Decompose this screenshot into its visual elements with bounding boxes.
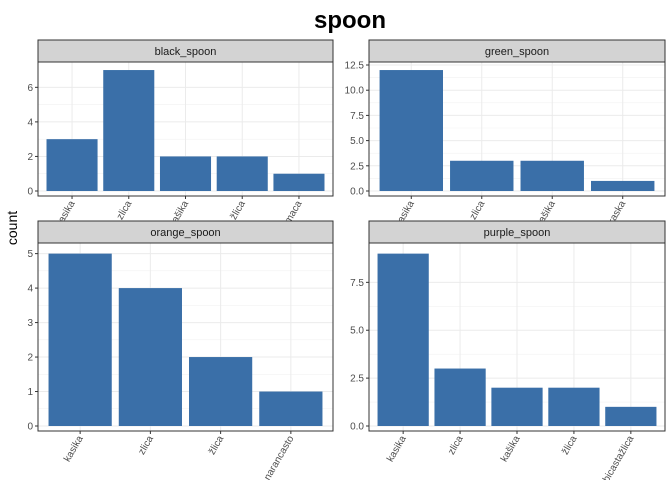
panel-border xyxy=(37,61,334,197)
bar-žlica xyxy=(216,156,268,191)
y-tick-label: 5.0 xyxy=(350,136,364,147)
y-tick-label: 2.5 xyxy=(350,374,364,385)
strip-label: black_spoon xyxy=(155,46,217,58)
y-tick-label: 7.5 xyxy=(350,278,364,289)
strip-label: green_spoon xyxy=(485,46,549,58)
bar-žlica xyxy=(548,387,600,426)
y-tick-label: 6 xyxy=(27,83,33,94)
y-tick-label: 2 xyxy=(27,353,33,364)
y-tick-label: 1 xyxy=(27,387,33,398)
x-tick-label: ljubicastažlica xyxy=(596,434,637,480)
y-tick-label: 0 xyxy=(27,422,33,433)
y-tick-label: 5 xyxy=(27,249,33,260)
bar-zlica xyxy=(103,70,155,191)
x-tick-label: žlica xyxy=(228,199,248,222)
y-tick-label: 2.5 xyxy=(350,161,364,172)
strip-label: purple_spoon xyxy=(484,227,551,239)
bar-narancasto xyxy=(259,391,323,426)
bar-kasika xyxy=(379,70,443,191)
strip-label: orange_spoon xyxy=(150,227,220,239)
x-tick-label: zlica xyxy=(446,434,466,457)
bar-kasika xyxy=(46,139,98,191)
bar-zlica xyxy=(450,160,514,191)
bar-kasika xyxy=(377,253,429,426)
x-tick-label: zlica xyxy=(136,434,156,457)
y-tick-label: 12.5 xyxy=(345,61,365,72)
x-tick-label: žlica xyxy=(560,434,580,457)
bar-ljubicastažlica xyxy=(605,406,657,426)
bar-zajmaca xyxy=(273,173,325,191)
y-axis-label: count xyxy=(4,211,20,245)
y-tick-label: 10.0 xyxy=(345,86,365,97)
panel-border xyxy=(37,242,334,432)
bar-kasika xyxy=(48,253,112,426)
y-tick-label: 3 xyxy=(27,318,33,329)
y-tick-label: 2 xyxy=(27,152,33,163)
bar-kašika xyxy=(159,156,212,191)
x-tick-label: žlica xyxy=(207,434,227,457)
y-tick-label: 0.0 xyxy=(350,187,364,198)
y-tick-label: 4 xyxy=(27,284,33,295)
facet-purple_spoon: purple_spoon 0.0 2.5 5.0 7.5 kasika zlica kašik… xyxy=(350,220,666,480)
bar-zlica xyxy=(118,288,182,426)
x-tick-label: kašika xyxy=(499,434,523,464)
bar-žlica xyxy=(189,357,253,426)
y-tick-label: 7.5 xyxy=(350,111,364,122)
x-tick-label: kasika xyxy=(62,434,86,464)
facet-orange_spoon: orange_spoon 0 1 2 3 4 5 kasika zlica žlica naranc… xyxy=(27,220,334,480)
bar-kaska xyxy=(591,180,655,191)
bar-kašika xyxy=(491,387,543,426)
x-tick-label: kasika xyxy=(385,434,409,464)
y-tick-label: 5.0 xyxy=(350,326,364,337)
panel-border xyxy=(368,242,666,432)
bar-kašika xyxy=(520,160,584,191)
x-tick-label: zlica xyxy=(468,199,488,222)
x-tick-label: narancasto xyxy=(262,434,296,480)
y-tick-label: 0 xyxy=(27,187,33,198)
panel-border xyxy=(368,61,666,197)
bar-zlica xyxy=(434,368,486,426)
y-tick-label: 4 xyxy=(27,117,33,128)
y-tick-label: 0.0 xyxy=(350,422,364,433)
chart-title: spoon xyxy=(314,7,386,34)
x-tick-label: zlica xyxy=(115,199,135,222)
